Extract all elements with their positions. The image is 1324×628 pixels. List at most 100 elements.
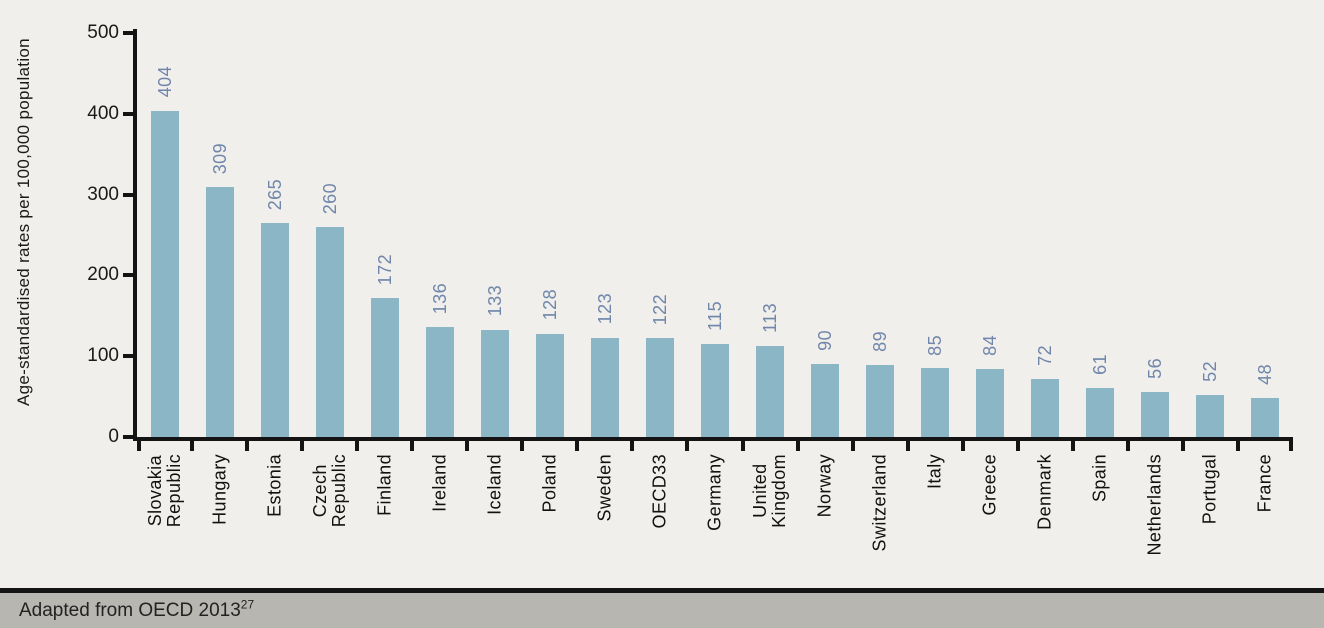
y-tick bbox=[123, 273, 133, 278]
x-tick bbox=[1015, 441, 1020, 451]
x-axis-label-italy: Italy bbox=[924, 454, 945, 490]
bar-spain bbox=[1086, 387, 1115, 437]
bar-value-label: 90 bbox=[815, 330, 836, 352]
bar-value-label: 133 bbox=[484, 285, 505, 317]
y-axis-line bbox=[133, 29, 137, 441]
source-note-superscript: 27 bbox=[240, 597, 255, 612]
y-axis-title: Age-standardised rates per 100,000 popul… bbox=[14, 38, 33, 406]
x-axis-label-germany: Germany bbox=[704, 454, 725, 531]
y-tick-label: 500 bbox=[87, 22, 119, 43]
y-tick bbox=[123, 354, 133, 359]
bar-value-label: 85 bbox=[925, 334, 946, 356]
x-axis-label-sweden: Sweden bbox=[594, 454, 615, 522]
y-tick bbox=[123, 111, 133, 116]
x-axis-label-united-kingdom: United Kingdom bbox=[750, 454, 790, 528]
bar-value-label: 136 bbox=[429, 282, 450, 315]
x-axis-label-denmark: Denmark bbox=[1034, 454, 1055, 530]
bar-norway bbox=[811, 364, 840, 437]
x-tick bbox=[630, 441, 635, 451]
bar-value-label: 122 bbox=[649, 294, 670, 326]
bar-italy bbox=[921, 368, 950, 437]
bar-finland bbox=[370, 298, 399, 437]
bar-estonia bbox=[260, 222, 289, 437]
x-axis-label-ireland: Ireland bbox=[429, 454, 450, 512]
bar-denmark bbox=[1031, 378, 1060, 437]
x-axis-label-france: France bbox=[1254, 454, 1275, 513]
x-tick bbox=[1070, 441, 1075, 451]
bar-ireland bbox=[425, 327, 454, 437]
bar-value-label: 172 bbox=[374, 253, 395, 286]
bar-value-label: 113 bbox=[760, 302, 781, 333]
plot-area: 0 100 200 300 400 500 404 Slovakia Republic 309 H… bbox=[87, 22, 1293, 555]
bar-value-label: 48 bbox=[1255, 364, 1276, 386]
y-tick-label: 0 bbox=[108, 426, 119, 447]
x-tick bbox=[465, 441, 470, 451]
x-axis-label-netherlands: Netherlands bbox=[1144, 454, 1165, 556]
bar-value-label: 115 bbox=[705, 301, 725, 332]
bar-value-label: 84 bbox=[980, 335, 1001, 357]
bar-slovakia-republic bbox=[150, 110, 179, 437]
x-axis-label-finland: Finland bbox=[374, 454, 395, 516]
bar-hungary bbox=[205, 187, 234, 437]
x-tick bbox=[850, 441, 855, 451]
x-tick bbox=[795, 441, 800, 451]
x-tick bbox=[740, 441, 745, 451]
bar-france bbox=[1251, 398, 1280, 437]
x-tick bbox=[1180, 441, 1185, 451]
x-axis-label-switzerland: Switzerland bbox=[869, 454, 890, 552]
x-tick bbox=[355, 441, 360, 451]
x-tick bbox=[905, 441, 910, 451]
bar-united-kingdom bbox=[756, 345, 785, 437]
bar-czech-republic bbox=[315, 226, 344, 437]
bar-value-label: 404 bbox=[154, 66, 175, 98]
bar-switzerland bbox=[866, 365, 895, 437]
bar-value-label: 265 bbox=[264, 178, 285, 210]
x-tick bbox=[520, 441, 525, 451]
bar-value-label: 89 bbox=[870, 331, 891, 353]
x-axis-line bbox=[133, 437, 1293, 441]
x-tick bbox=[1125, 441, 1130, 451]
bar-germany bbox=[701, 344, 729, 437]
x-axis-label-norway: Norway bbox=[814, 454, 835, 518]
x-axis-label-czech-republic: Czech Republic bbox=[309, 454, 349, 528]
x-tick bbox=[1235, 441, 1240, 451]
x-tick bbox=[1289, 441, 1293, 451]
bar-value-label: 309 bbox=[209, 143, 230, 175]
bar-oecd33 bbox=[645, 338, 674, 437]
y-tick-label: 200 bbox=[87, 264, 119, 286]
x-tick bbox=[575, 441, 580, 451]
bar-value-label: 61 bbox=[1090, 353, 1111, 375]
bar-netherlands bbox=[1141, 391, 1170, 437]
source-note-text: Adapted from OECD 2013 bbox=[19, 599, 241, 621]
x-axis-label-estonia: Estonia bbox=[264, 454, 285, 517]
bar-value-label: 128 bbox=[539, 289, 560, 321]
y-tick-label: 100 bbox=[87, 345, 119, 367]
bar-value-label: 56 bbox=[1145, 357, 1166, 379]
bar-poland bbox=[535, 333, 564, 437]
x-axis-label-greece: Greece bbox=[979, 454, 1000, 516]
x-axis-label-iceland: Iceland bbox=[484, 454, 505, 515]
x-tick bbox=[960, 441, 965, 451]
x-axis-label-portugal: Portugal bbox=[1199, 454, 1220, 525]
y-tick bbox=[123, 31, 133, 35]
bar-value-label: 260 bbox=[319, 182, 340, 214]
bar-portugal bbox=[1196, 394, 1225, 437]
bar-value-label: 72 bbox=[1035, 345, 1056, 366]
x-axis-label-oecd33: OECD33 bbox=[649, 454, 670, 529]
bar-greece bbox=[976, 369, 1005, 437]
source-note-bar: Adapted from OECD 201327 bbox=[0, 588, 1324, 628]
bar-iceland bbox=[480, 329, 509, 437]
x-tick bbox=[300, 441, 305, 451]
y-tick-label: 300 bbox=[87, 183, 119, 205]
source-note: Adapted from OECD 201327 bbox=[19, 597, 255, 622]
x-axis-label-spain: Spain bbox=[1089, 454, 1110, 503]
x-tick bbox=[245, 441, 250, 451]
x-axis-label-slovakia-republic: Slovakia Republic bbox=[144, 454, 184, 528]
x-tick bbox=[685, 441, 690, 451]
x-axis-label-poland: Poland bbox=[539, 454, 560, 513]
x-tick bbox=[190, 441, 195, 451]
y-tick-label: 400 bbox=[87, 102, 119, 124]
x-tick bbox=[137, 441, 141, 451]
bar-value-label: 123 bbox=[594, 293, 615, 325]
